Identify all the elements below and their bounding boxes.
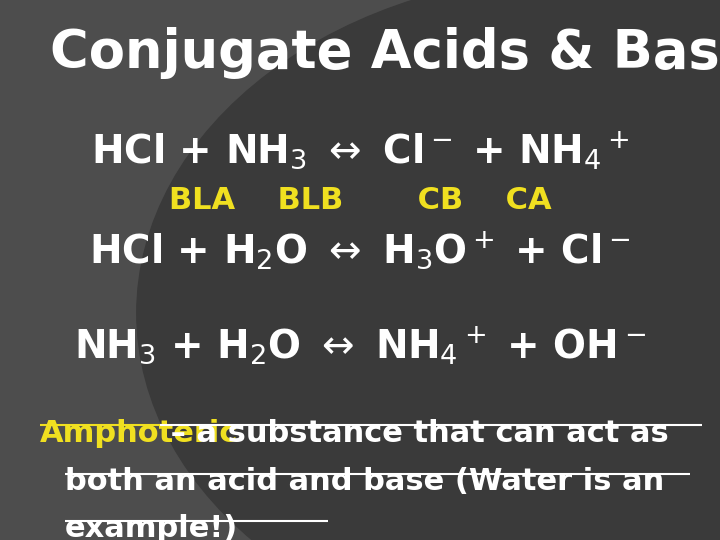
Text: NH$_3$ + H$_2$O $\leftrightarrow$ NH$_4$$^+$ + OH$^-$: NH$_3$ + H$_2$O $\leftrightarrow$ NH$_4$… bbox=[74, 324, 646, 366]
Circle shape bbox=[137, 0, 720, 540]
Text: Amphoteric: Amphoteric bbox=[40, 418, 238, 448]
Text: both an acid and base (Water is an: both an acid and base (Water is an bbox=[65, 467, 664, 496]
Text: HCl + NH$_3$ $\leftrightarrow$ Cl$^-$ + NH$_4$$^+$: HCl + NH$_3$ $\leftrightarrow$ Cl$^-$ + … bbox=[91, 130, 629, 171]
Text: example!): example!) bbox=[65, 514, 238, 540]
Text: Conjugate Acids & Bases: Conjugate Acids & Bases bbox=[50, 27, 720, 79]
Text: HCl + H$_2$O $\leftrightarrow$ H$_3$O$^+$ + Cl$^-$: HCl + H$_2$O $\leftrightarrow$ H$_3$O$^+… bbox=[89, 230, 631, 271]
Text: – a substance that can act as: – a substance that can act as bbox=[160, 418, 669, 448]
Text: BLA    BLB       CB    CA: BLA BLB CB CA bbox=[168, 186, 552, 215]
